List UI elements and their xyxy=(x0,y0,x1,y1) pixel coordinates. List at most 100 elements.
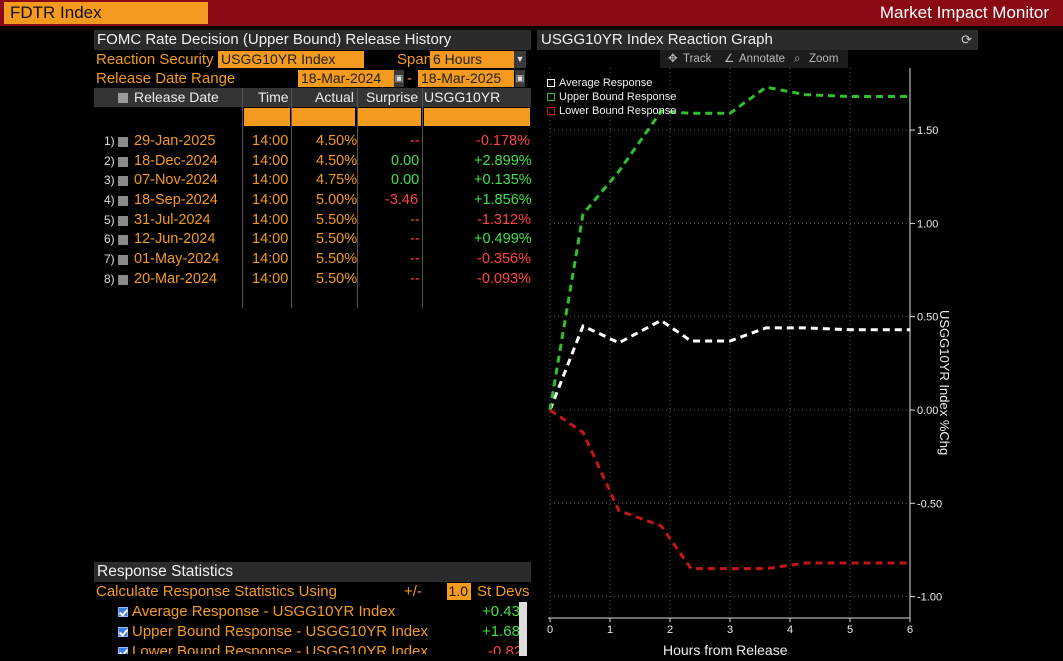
stdev-label: St Devs xyxy=(477,583,530,600)
table-row[interactable]: 7) 01-May-2024 14:00 5.50% -- -0.356% xyxy=(94,250,531,270)
stats-scrollbar[interactable] xyxy=(519,602,527,656)
annotate-button[interactable]: Annotate xyxy=(739,53,786,65)
row-checkbox[interactable] xyxy=(118,137,128,147)
reaction-security-input[interactable]: USGG10YR Index xyxy=(218,51,364,68)
table-row[interactable]: 1) 29-Jan-2025 14:00 4.50% -- -0.178% xyxy=(94,132,531,152)
select-all-checkbox[interactable] xyxy=(118,93,128,103)
column-divider xyxy=(422,88,423,308)
table-row[interactable]: 8) 20-Mar-2024 14:00 5.50% -- -0.093% xyxy=(94,270,531,290)
legend-swatch xyxy=(547,79,555,87)
app-title: Market Impact Monitor xyxy=(879,3,1049,22)
upper-bound-line xyxy=(548,85,910,411)
date-from-calendar-icon[interactable]: ▣ xyxy=(394,70,404,87)
zoom-button[interactable]: Zoom xyxy=(809,53,839,65)
track-icon[interactable]: ✥ xyxy=(668,53,678,65)
span-dropdown-icon[interactable]: ▼ xyxy=(514,51,526,68)
release-date: 31-Jul-2024 xyxy=(134,211,211,228)
stats-item-value: +0.43 xyxy=(482,603,520,620)
release-time: 14:00 xyxy=(252,192,289,209)
x-tick-label: 6 xyxy=(907,624,913,636)
date-to-input[interactable]: 18-Mar-2025 xyxy=(418,70,514,87)
filter-chg[interactable] xyxy=(424,108,530,126)
filter-time[interactable] xyxy=(244,108,290,126)
row-checkbox[interactable] xyxy=(118,176,128,187)
row-number: 4) xyxy=(104,193,115,208)
stats-item[interactable]: Upper Bound Response - USGG10YR Index +1… xyxy=(94,622,531,642)
stats-item-value: -0.82 xyxy=(488,643,523,654)
row-number: 8) xyxy=(104,271,115,286)
lower-bound-checkbox[interactable] xyxy=(118,647,128,654)
legend-label: Upper Bound Response xyxy=(559,91,677,103)
actual-value: 5.50% xyxy=(316,270,358,287)
row-number: 5) xyxy=(104,212,115,227)
table-row[interactable]: 4) 18-Sep-2024 14:00 5.00% -3.46 +1.856% xyxy=(94,191,532,211)
row-checkbox[interactable] xyxy=(118,235,128,246)
col-time[interactable]: Time xyxy=(258,89,289,105)
y-tick-label: 1.00 xyxy=(917,218,938,230)
release-table-body: 1) 29-Jan-2025 14:00 4.50% -- -0.178% 2)… xyxy=(94,132,532,290)
reaction-security-label: Reaction Security xyxy=(96,51,214,68)
col-actual[interactable]: Actual xyxy=(315,89,354,105)
track-button[interactable]: Track xyxy=(683,53,712,65)
chg-value: -0.178% xyxy=(476,133,531,149)
date-to-calendar-icon[interactable]: ▣ xyxy=(515,70,525,87)
response-statistics-panel: Response Statistics Calculate Response S… xyxy=(94,562,531,656)
x-tick-label: 2 xyxy=(667,624,673,636)
surprise-value: -- xyxy=(410,133,420,149)
upper-bound-checkbox[interactable] xyxy=(118,627,128,637)
filter-row xyxy=(94,108,531,126)
actual-value: 5.00% xyxy=(316,192,358,209)
surprise-value: 0.00 xyxy=(391,172,420,189)
row-checkbox[interactable] xyxy=(118,255,128,266)
row-checkbox[interactable] xyxy=(118,215,128,226)
column-divider xyxy=(242,88,243,308)
stats-item[interactable]: Average Response - USGG10YR Index +0.43 xyxy=(94,602,531,622)
filter-actual[interactable] xyxy=(292,108,355,126)
stats-item[interactable]: Lower Bound Response - USGG10YR Index -0… xyxy=(94,642,531,654)
average-response-checkbox[interactable] xyxy=(118,607,128,617)
row-checkbox[interactable] xyxy=(118,196,128,207)
annotate-icon[interactable]: ∠ xyxy=(724,53,735,65)
chg-value: +2.899% xyxy=(474,152,532,169)
table-row[interactable]: 6) 12-Jun-2024 14:00 5.50% -- +0.499% xyxy=(94,230,532,250)
filter-surprise[interactable] xyxy=(358,108,421,126)
row-checkbox[interactable] xyxy=(118,274,128,285)
col-surprise[interactable]: Surprise xyxy=(366,89,419,105)
reaction-chart[interactable]: -1.00 -0.50 0.00 0.50 1.00 1.50 0 1 2 3 4 5 6 xyxy=(537,68,978,661)
surprise-value: -- xyxy=(410,270,420,287)
refresh-icon[interactable]: ⟳ xyxy=(961,32,972,47)
stats-item-label: Lower Bound Response - USGG10YR Index xyxy=(132,643,428,654)
date-range-row: Release Date Range 18-Mar-2024 ▣ - 18-Ma… xyxy=(94,69,531,88)
stats-item-label: Average Response - USGG10YR Index xyxy=(132,603,396,620)
stdev-input[interactable]: 1.0 xyxy=(447,583,471,600)
release-date: 12-Jun-2024 xyxy=(134,231,216,248)
span-select[interactable]: 6 Hours xyxy=(430,51,514,68)
legend-swatch xyxy=(547,93,555,101)
table-row[interactable]: 3) 07-Nov-2024 14:00 4.75% 0.00 +0.135% xyxy=(94,171,532,191)
table-row[interactable]: 5) 31-Jul-2024 14:00 5.50% -- -1.312% xyxy=(94,211,531,231)
row-checkbox[interactable] xyxy=(118,156,128,167)
release-time: 14:00 xyxy=(252,133,289,149)
legend-item-upper[interactable]: Upper Bound Response xyxy=(545,90,685,104)
actual-value: 4.75% xyxy=(316,172,358,189)
row-number: 1) xyxy=(104,134,115,148)
response-statistics-title: Response Statistics xyxy=(94,562,531,582)
legend-swatch xyxy=(547,107,555,115)
release-history-title: FOMC Rate Decision (Upper Bound) Release… xyxy=(94,30,531,50)
legend-item-average[interactable]: Average Response xyxy=(545,76,685,90)
table-row[interactable]: 2) 18-Dec-2024 14:00 4.50% 0.00 +2.899% xyxy=(94,152,532,172)
release-date: 07-Nov-2024 xyxy=(134,172,218,189)
chg-value: -0.356% xyxy=(477,251,532,268)
actual-value: 4.50% xyxy=(316,133,358,149)
x-tick-label: 0 xyxy=(547,624,553,636)
stats-item-value: +1.68 xyxy=(482,623,520,640)
release-date: 01-May-2024 xyxy=(134,251,220,268)
zoom-icon[interactable]: ⌕ xyxy=(794,53,801,65)
date-from-input[interactable]: 18-Mar-2024 xyxy=(298,70,394,87)
x-tick-label: 1 xyxy=(607,624,613,636)
legend-item-lower[interactable]: Lower Bound Response xyxy=(545,104,685,118)
surprise-value: -- xyxy=(410,251,420,268)
surprise-value: 0.00 xyxy=(391,152,420,169)
security-ticker-field[interactable]: FDTR Index xyxy=(4,2,208,24)
col-release-date[interactable]: Release Date xyxy=(134,89,219,105)
